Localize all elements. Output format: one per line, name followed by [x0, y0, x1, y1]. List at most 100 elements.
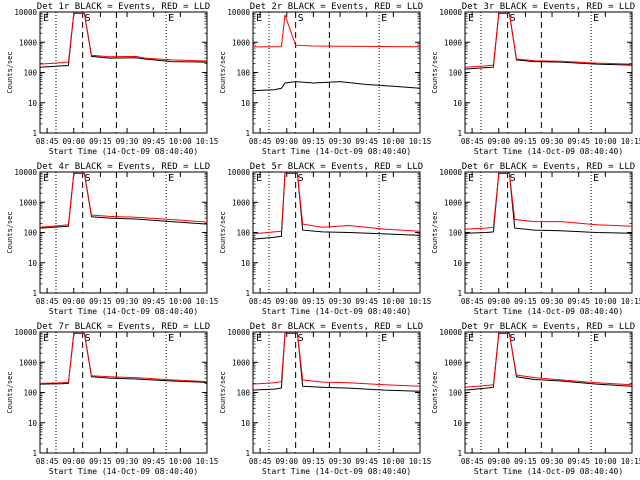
x-tick-label: 09:30 — [329, 137, 352, 146]
x-tick-label: 08:45 — [249, 137, 272, 146]
panel-title: Det 4r BLACK = Events, RED = LLD — [37, 162, 210, 172]
events-series-line — [39, 12, 208, 68]
y-tick-label: 1 — [457, 129, 462, 138]
marker-label: S — [298, 173, 304, 184]
plot-frame — [39, 331, 208, 454]
y-axis-label: Counts/sec — [219, 51, 227, 93]
marker-label: E — [168, 13, 174, 24]
x-tick-label: 09:45 — [567, 457, 590, 466]
panel-title: Det 3r BLACK = Events, RED = LLD — [462, 2, 635, 12]
lld-series-line — [39, 172, 208, 228]
marker-label: E — [168, 173, 174, 184]
y-axis-label: Counts/sec — [6, 211, 14, 253]
x-tick-label: 09:00 — [487, 297, 510, 306]
y-tick-label: 100 — [236, 69, 250, 78]
y-tick-label: 100 — [236, 229, 250, 238]
y-tick-label: 10 — [241, 419, 251, 428]
x-tick-label: 09:30 — [329, 297, 352, 306]
y-axis-label: Counts/sec — [6, 51, 14, 93]
lld-series-line — [252, 14, 421, 48]
x-tick-label: 09:30 — [541, 137, 564, 146]
panel-det-8: Det 8r BLACK = Events, RED = LLD 1 10 100 10… — [219, 322, 431, 476]
panel-det-5: Det 5r BLACK = Events, RED = LLD 1 10 100 10… — [219, 162, 431, 316]
y-tick-label: 100 — [23, 229, 37, 238]
marker-label: E — [593, 13, 599, 24]
marker-label: S — [85, 333, 91, 344]
x-tick-label: 09:45 — [567, 137, 590, 146]
x-tick-label: 08:45 — [36, 137, 59, 146]
events-series-line — [464, 172, 633, 234]
x-tick-label: 09:00 — [275, 457, 298, 466]
x-tick-label: 09:15 — [302, 137, 325, 146]
y-tick-label: 10000 — [439, 8, 462, 17]
x-tick-label: 09:30 — [116, 137, 139, 146]
x-tick-label: 09:00 — [62, 297, 85, 306]
x-tick-label: 10:00 — [382, 457, 405, 466]
marker-label: S — [510, 173, 516, 184]
panel-title: Det 7r BLACK = Events, RED = LLD — [37, 322, 210, 332]
y-tick-label: 1 — [245, 289, 250, 298]
marker-label: E — [256, 13, 262, 24]
x-tick-label: 09:30 — [116, 457, 139, 466]
x-tick-label: 08:45 — [36, 457, 59, 466]
y-tick-label: 1000 — [232, 38, 251, 47]
x-tick-label: 08:45 — [461, 137, 484, 146]
y-tick-label: 1000 — [444, 38, 463, 47]
x-tick-label: 09:45 — [355, 457, 378, 466]
y-tick-label: 10 — [28, 99, 38, 108]
marker-label: S — [85, 173, 91, 184]
x-tick-label: 09:00 — [487, 457, 510, 466]
y-tick-label: 10000 — [14, 168, 37, 177]
y-tick-label: 100 — [448, 69, 462, 78]
marker-label: E — [381, 173, 387, 184]
y-tick-label: 1000 — [232, 198, 251, 207]
y-axis-label: Counts/sec — [219, 371, 227, 413]
y-tick-label: 1000 — [444, 198, 463, 207]
lld-series-line — [464, 172, 633, 230]
y-tick-label: 10 — [453, 99, 463, 108]
lld-series-line — [39, 332, 208, 384]
x-tick-label: 09:15 — [514, 457, 537, 466]
x-tick-label: 10:00 — [382, 297, 405, 306]
x-tick-label: 10:00 — [169, 137, 192, 146]
marker-label: E — [43, 333, 49, 344]
marker-label: E — [43, 13, 49, 24]
y-tick-label: 1000 — [232, 358, 251, 367]
marker-label: E — [256, 173, 262, 184]
marker-label: S — [510, 13, 516, 24]
x-tick-label: 09:00 — [487, 137, 510, 146]
x-tick-label: 09:15 — [89, 297, 112, 306]
x-tick-label: 09:45 — [142, 137, 165, 146]
lld-series-line — [252, 172, 421, 235]
lld-series-line — [252, 332, 421, 387]
x-axis-label: Start Time (14-Oct-09 08:40:40) — [474, 147, 623, 156]
y-tick-label: 10000 — [439, 168, 462, 177]
x-tick-label: 09:00 — [62, 137, 85, 146]
x-tick-label: 10:15 — [409, 297, 432, 306]
events-series-line — [252, 81, 421, 92]
marker-label: E — [468, 173, 474, 184]
x-tick-label: 08:45 — [249, 297, 272, 306]
plot-frame — [464, 11, 633, 134]
panel-det-2: Det 2r BLACK = Events, RED = LLD 1 10 100 10… — [219, 2, 431, 156]
panel-det-1: Det 1r BLACK = Events, RED = LLD 1 10 100 10… — [6, 2, 218, 156]
x-tick-label: 09:30 — [116, 297, 139, 306]
x-tick-label: 08:45 — [249, 457, 272, 466]
y-axis-label: Counts/sec — [6, 371, 14, 413]
y-tick-label: 1000 — [19, 38, 38, 47]
x-tick-label: 09:00 — [275, 137, 298, 146]
x-axis-label: Start Time (14-Oct-09 08:40:40) — [474, 307, 623, 316]
y-tick-label: 100 — [448, 389, 462, 398]
lld-series-line — [39, 12, 208, 65]
x-tick-label: 10:00 — [594, 297, 617, 306]
events-series-line — [39, 332, 208, 385]
y-tick-label: 1 — [32, 129, 37, 138]
y-tick-label: 10000 — [227, 168, 250, 177]
panel-title: Det 9r BLACK = Events, RED = LLD — [462, 322, 635, 332]
panel-title: Det 1r BLACK = Events, RED = LLD — [37, 2, 210, 12]
y-tick-label: 10 — [241, 259, 251, 268]
x-tick-label: 09:15 — [302, 457, 325, 466]
x-tick-label: 09:30 — [541, 457, 564, 466]
x-tick-label: 09:15 — [514, 137, 537, 146]
panel-det-9: Det 9r BLACK = Events, RED = LLD 1 10 100 10… — [431, 322, 640, 476]
